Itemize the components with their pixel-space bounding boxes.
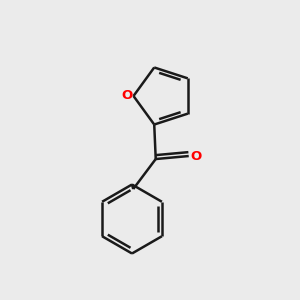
Text: O: O [190, 149, 202, 163]
Text: O: O [121, 89, 133, 103]
